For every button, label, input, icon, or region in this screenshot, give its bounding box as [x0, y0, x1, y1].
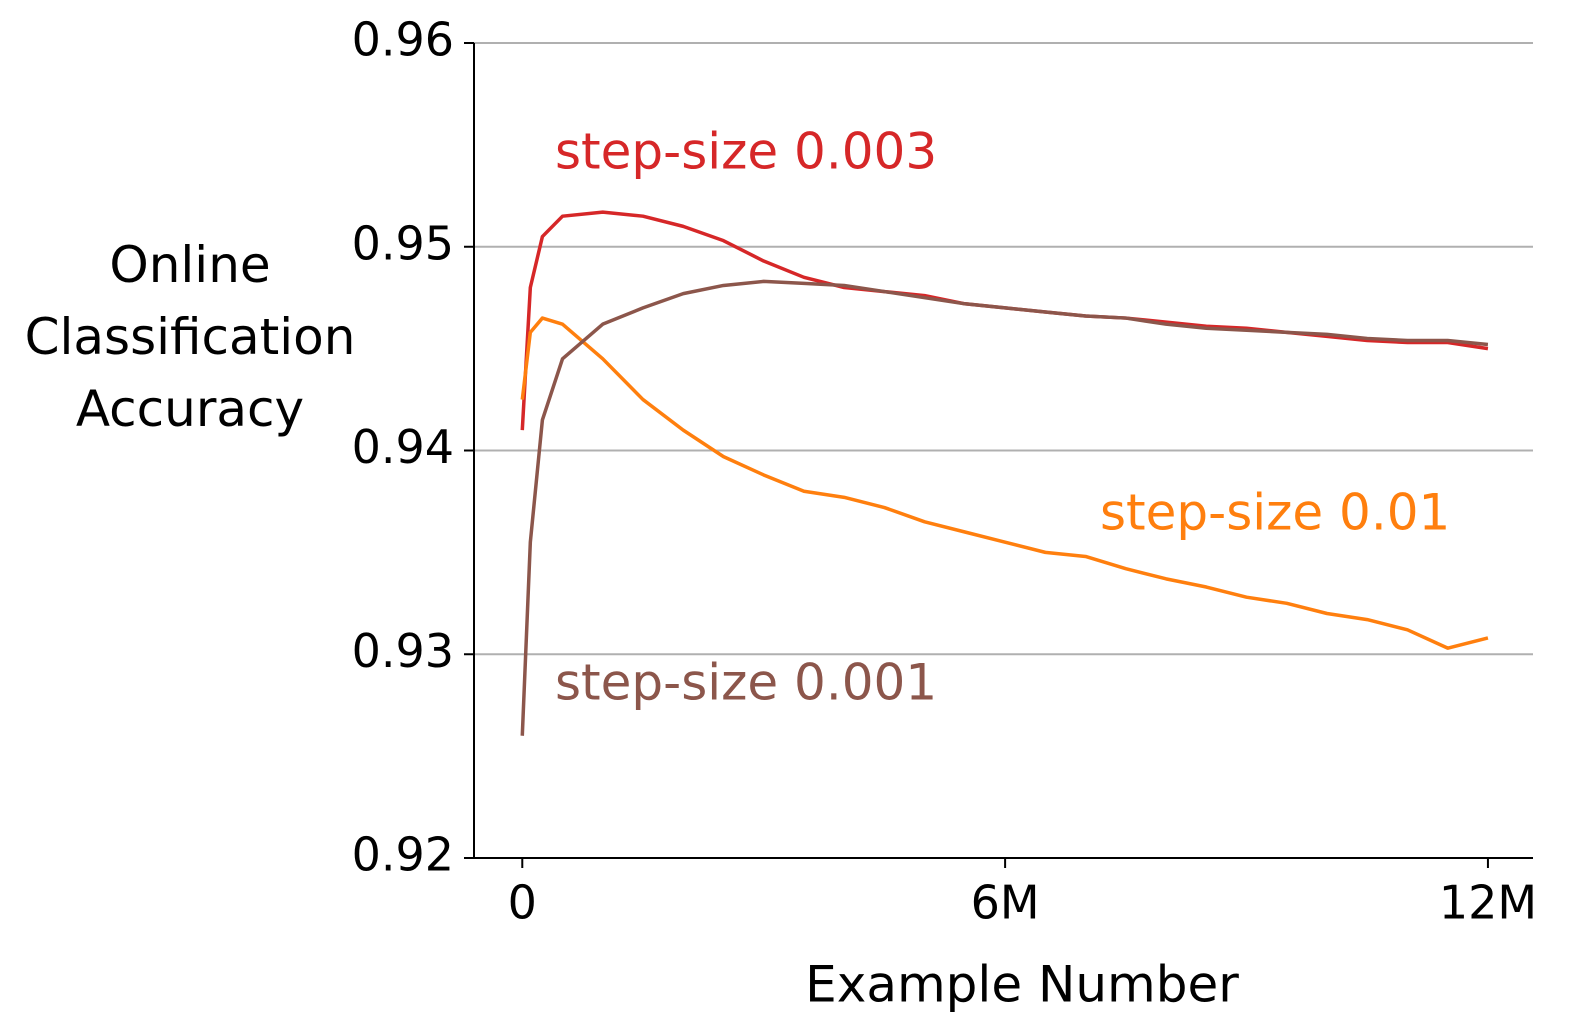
series-line: [520, 210, 1489, 431]
series-label: step-size 0.01: [1100, 484, 1450, 542]
y-tick-label: 0.96: [352, 13, 454, 67]
y-tick-label: 0.95: [352, 216, 454, 270]
x-tick-label: 6M: [971, 876, 1040, 930]
y-tick-label: 0.92: [352, 828, 454, 882]
y-axis-label: Online Classification Accuracy: [25, 236, 356, 438]
y-tick-label: 0.94: [352, 420, 454, 474]
x-axis-label: Example Number: [805, 956, 1239, 1014]
series-line: [520, 316, 1489, 650]
x-tick-label: 0: [508, 876, 537, 930]
y-tick-label: 0.93: [352, 624, 454, 678]
series-label: step-size 0.001: [555, 654, 937, 712]
x-tick-label: 12M: [1439, 876, 1537, 930]
series-line: [520, 279, 1489, 736]
series-label: step-size 0.003: [555, 123, 937, 181]
